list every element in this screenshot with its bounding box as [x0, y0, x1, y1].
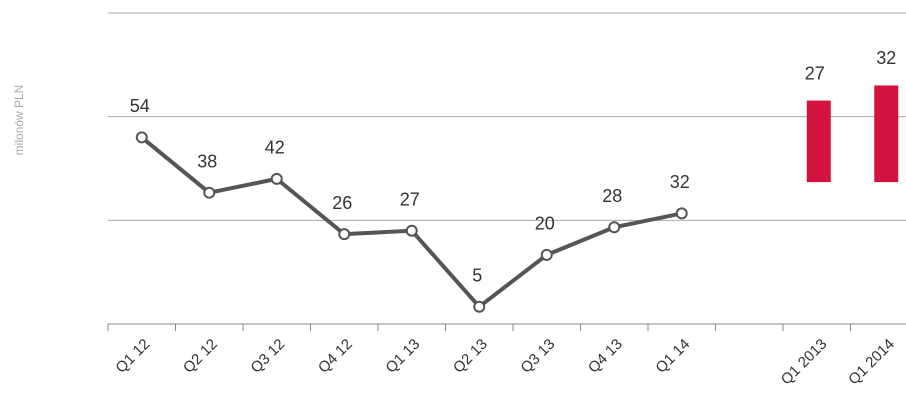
data-label: 27 — [400, 189, 420, 209]
x-tick-label: Q1 12 — [112, 336, 153, 377]
bar — [806, 100, 831, 183]
data-label: 20 — [535, 214, 555, 234]
line — [140, 135, 683, 309]
data-label: 26 — [332, 193, 352, 213]
bar — [874, 85, 899, 183]
x-tick-label: Q1 14 — [652, 336, 693, 377]
x-tick-label: Q4 12 — [315, 336, 356, 377]
x-tick-label: Q1 2014 — [845, 336, 898, 389]
x-tick-label: Q2 12 — [180, 336, 221, 377]
point — [203, 186, 216, 199]
x-tick-label: Q2 13 — [450, 336, 491, 377]
data-label: 28 — [602, 186, 622, 206]
point — [135, 131, 148, 144]
x-tick-label: Q1 13 — [382, 336, 423, 377]
point — [675, 207, 688, 220]
point — [270, 172, 283, 185]
data-label: 27 — [805, 63, 825, 83]
x-tick-label: Q3 12 — [247, 336, 288, 377]
point — [608, 221, 621, 234]
data-label: 42 — [265, 138, 285, 158]
data-label: 32 — [670, 172, 690, 192]
point — [405, 224, 418, 237]
x-tick-label: Q1 2013 — [778, 336, 831, 389]
x-tick-label: Q3 13 — [517, 336, 558, 377]
x-tick-label: Q4 13 — [585, 336, 626, 377]
point — [473, 300, 486, 313]
data-label: 32 — [876, 48, 896, 68]
data-label: 5 — [472, 265, 482, 285]
y-axis-label: milonów PLN — [12, 85, 26, 156]
point — [338, 228, 351, 241]
data-label: 38 — [197, 151, 217, 171]
data-label: 54 — [130, 96, 150, 116]
point — [540, 248, 553, 261]
